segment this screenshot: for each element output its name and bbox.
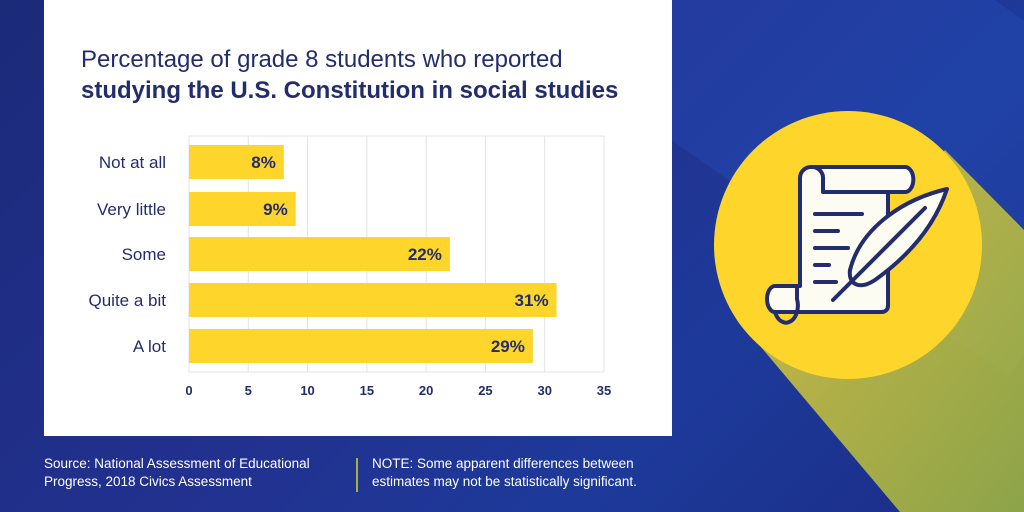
category-label: Very little — [97, 200, 166, 219]
data-label: 29% — [491, 337, 525, 356]
data-label: 31% — [515, 291, 549, 310]
x-tick-label: 15 — [360, 383, 374, 398]
source-line-1: Source: National Assessment of Education… — [44, 456, 310, 471]
source-line-2: Progress, 2018 Civics Assessment — [44, 474, 252, 489]
scroll-quill-icon — [765, 164, 949, 325]
bar — [189, 192, 296, 226]
chart-panel — [44, 0, 672, 436]
category-label: Not at all — [99, 153, 166, 172]
data-label: 9% — [263, 200, 288, 219]
category-label: Some — [122, 245, 166, 264]
data-label: 8% — [251, 153, 276, 172]
bar — [189, 237, 450, 271]
x-tick-label: 35 — [597, 383, 611, 398]
x-tick-label: 20 — [419, 383, 433, 398]
x-tick-label: 30 — [537, 383, 551, 398]
x-tick-label: 0 — [185, 383, 192, 398]
source-note: Source: National Assessment of Education… — [44, 455, 310, 491]
x-tick-label: 10 — [300, 383, 314, 398]
footer-divider — [356, 458, 358, 492]
footnote: NOTE: Some apparent differences between … — [372, 455, 637, 491]
data-label: 22% — [408, 245, 442, 264]
bar — [189, 329, 533, 363]
x-tick-label: 5 — [245, 383, 252, 398]
x-tick-label: 25 — [478, 383, 492, 398]
title-line-1: Percentage of grade 8 students who repor… — [81, 46, 563, 73]
title-line-2: studying the U.S. Constitution in social… — [81, 77, 619, 104]
note-line-2: estimates may not be statistically signi… — [372, 474, 637, 489]
bar — [189, 145, 284, 179]
chart-title: Percentage of grade 8 students who repor… — [81, 44, 618, 106]
bar — [189, 283, 557, 317]
category-label: A lot — [133, 337, 166, 356]
note-line-1: NOTE: Some apparent differences between — [372, 456, 634, 471]
category-label: Quite a bit — [89, 291, 167, 310]
